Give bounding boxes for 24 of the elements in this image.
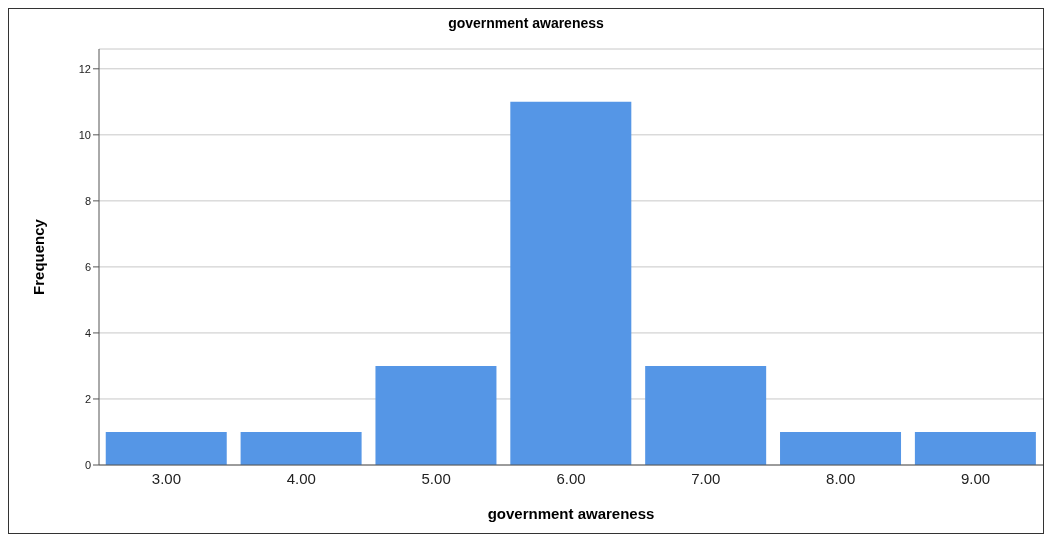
y-tick-label: 0 <box>84 458 91 471</box>
x-tick-label: 5.00 <box>421 469 451 487</box>
bar <box>914 431 1036 465</box>
chart-title: government awareness <box>447 15 605 31</box>
x-tick-label: 9.00 <box>960 469 991 487</box>
y-tick-label: 12 <box>78 62 91 75</box>
x-tick-label: 6.00 <box>556 469 586 487</box>
x-tick-label: 7.00 <box>691 469 721 487</box>
y-tick-label: 2 <box>84 392 91 405</box>
bar <box>510 101 632 465</box>
bar <box>105 431 227 465</box>
y-tick-label: 10 <box>78 128 91 141</box>
x-tick-label: 8.00 <box>826 469 856 487</box>
y-axis-title: Frequency <box>30 218 48 295</box>
x-tick-label: 4.00 <box>286 469 316 487</box>
y-tick-label: 4 <box>84 326 91 339</box>
y-tick-label: 8 <box>84 194 91 207</box>
y-tick-label: 6 <box>84 260 91 273</box>
x-axis-title: government awareness <box>487 505 655 522</box>
bar <box>375 365 497 465</box>
x-tick-label: 3.00 <box>151 469 182 487</box>
bar <box>240 431 362 465</box>
bar <box>645 365 767 465</box>
bar <box>780 431 902 465</box>
